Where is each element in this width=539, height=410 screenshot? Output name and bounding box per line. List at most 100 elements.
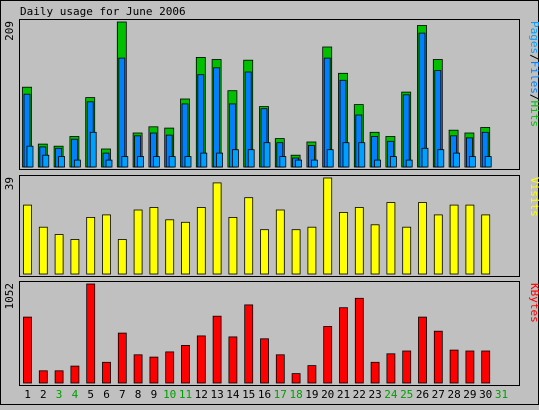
day-label-16: 16 xyxy=(258,388,271,401)
bar-kbytes-day-21 xyxy=(339,307,348,384)
legend-entry: / xyxy=(528,54,539,61)
day-label-28: 28 xyxy=(447,388,460,401)
bar-pages-day-30 xyxy=(484,156,492,168)
bar-kbytes-day-18 xyxy=(291,373,301,384)
bar-kbytes-day-25 xyxy=(402,350,412,384)
bar-kbytes-day-22 xyxy=(354,297,364,384)
day-label-11: 11 xyxy=(179,388,192,401)
day-label-18: 18 xyxy=(289,388,302,401)
day-label-7: 7 xyxy=(119,388,126,401)
day-label-3: 3 xyxy=(56,388,63,401)
x-axis-day-labels: 1 2 3 4 5 6 7 8 9 10 11 12 13 14 15 16 17 18 19 20 21 22 23 24 2… xyxy=(24,388,508,401)
bar-pages-day-29 xyxy=(468,156,476,168)
bar-pages-day-20 xyxy=(326,149,334,168)
day-label-25: 25 xyxy=(400,388,413,401)
bar-pages-day-2 xyxy=(42,154,50,168)
day-label-22: 22 xyxy=(353,388,366,401)
bar-visits-day-26 xyxy=(418,202,427,275)
panel-pages-files-hits: 209 Pages/Files/Hits xyxy=(3,19,539,170)
bar-pages-day-25 xyxy=(405,159,413,168)
bar-visits-day-14 xyxy=(228,216,238,275)
legend-entry: KBytes xyxy=(528,283,539,323)
day-label-13: 13 xyxy=(210,388,223,401)
bar-kbytes-day-28 xyxy=(449,349,459,384)
bar-pages-day-17 xyxy=(279,156,287,168)
bar-pages-day-3 xyxy=(58,156,65,168)
bar-visits-day-17 xyxy=(275,209,285,275)
y-max-label: 209 xyxy=(3,21,16,41)
bar-pages-day-15 xyxy=(247,149,255,168)
bar-kbytes-day-27 xyxy=(433,330,443,384)
legend-entry: / xyxy=(528,94,539,101)
bar-visits-day-12 xyxy=(196,207,206,275)
panel-frame xyxy=(19,19,520,170)
day-label-27: 27 xyxy=(432,388,445,401)
legend: Pages/Files/Hits xyxy=(528,21,539,127)
bar-pages-day-18 xyxy=(295,159,303,168)
bar-kbytes-day-23 xyxy=(370,361,380,384)
day-label-31: 31 xyxy=(495,388,508,401)
day-label-6: 6 xyxy=(103,388,110,401)
bar-kbytes-day-26 xyxy=(418,316,427,384)
bar-visits-day-27 xyxy=(433,214,443,275)
bar-visits-day-3 xyxy=(54,234,64,275)
day-label-4: 4 xyxy=(72,388,79,401)
bar-pages-day-11 xyxy=(184,156,192,168)
bar-pages-day-10 xyxy=(168,156,176,168)
bar-pages-day-26 xyxy=(421,147,429,168)
day-label-21: 21 xyxy=(337,388,350,401)
day-label-2: 2 xyxy=(40,388,47,401)
bar-kbytes-day-15 xyxy=(244,304,254,384)
bar-pages-day-16 xyxy=(263,142,271,168)
day-label-15: 15 xyxy=(242,388,255,401)
bar-visits-day-6 xyxy=(102,214,111,275)
bar-pages-day-6 xyxy=(105,159,113,168)
bar-kbytes-day-11 xyxy=(181,344,190,384)
bar-kbytes-day-4 xyxy=(70,365,80,384)
bar-visits-day-23 xyxy=(370,224,380,275)
day-label-10: 10 xyxy=(163,388,176,401)
bar-visits-day-13 xyxy=(212,182,222,275)
legend-entry: Hits xyxy=(528,101,539,128)
panel-visits: 39 Visits xyxy=(3,175,539,277)
legend: Visits xyxy=(528,177,539,217)
legend-entry: Pages xyxy=(528,21,539,54)
bar-visits-day-10 xyxy=(165,219,175,275)
bar-kbytes-day-7 xyxy=(117,332,127,384)
bar-visits-day-4 xyxy=(70,239,80,275)
bar-visits-day-15 xyxy=(244,197,254,275)
bar-kbytes-day-29 xyxy=(465,350,475,384)
bar-pages-day-27 xyxy=(437,149,445,168)
legend: KBytes xyxy=(528,283,539,323)
day-label-23: 23 xyxy=(368,388,381,401)
bar-pages-day-8 xyxy=(137,156,145,168)
day-label-30: 30 xyxy=(479,388,492,401)
bar-visits-day-28 xyxy=(449,204,459,275)
bar-kbytes-day-8 xyxy=(133,354,143,384)
bar-pages-day-13 xyxy=(216,152,224,168)
bar-visits-day-24 xyxy=(386,202,396,275)
bar-visits-day-11 xyxy=(181,221,190,275)
day-label-24: 24 xyxy=(384,388,398,401)
bar-pages-day-1 xyxy=(26,145,34,168)
day-label-1: 1 xyxy=(24,388,31,401)
bar-kbytes-day-12 xyxy=(196,335,206,384)
bar-pages-day-9 xyxy=(152,156,160,168)
day-label-17: 17 xyxy=(274,388,287,401)
bar-pages-day-21 xyxy=(342,142,350,168)
bar-kbytes-day-10 xyxy=(165,351,175,384)
bar-kbytes-day-5 xyxy=(86,283,96,384)
bar-pages-day-19 xyxy=(310,159,318,168)
bar-kbytes-day-24 xyxy=(386,353,396,384)
day-label-9: 9 xyxy=(151,388,158,401)
bar-kbytes-day-16 xyxy=(260,338,269,384)
bar-pages-day-4 xyxy=(74,159,81,168)
bar-visits-day-29 xyxy=(465,204,475,275)
bar-kbytes-day-17 xyxy=(275,354,285,384)
bar-pages-day-28 xyxy=(453,152,461,168)
y-max-label: 1052 xyxy=(3,283,16,310)
